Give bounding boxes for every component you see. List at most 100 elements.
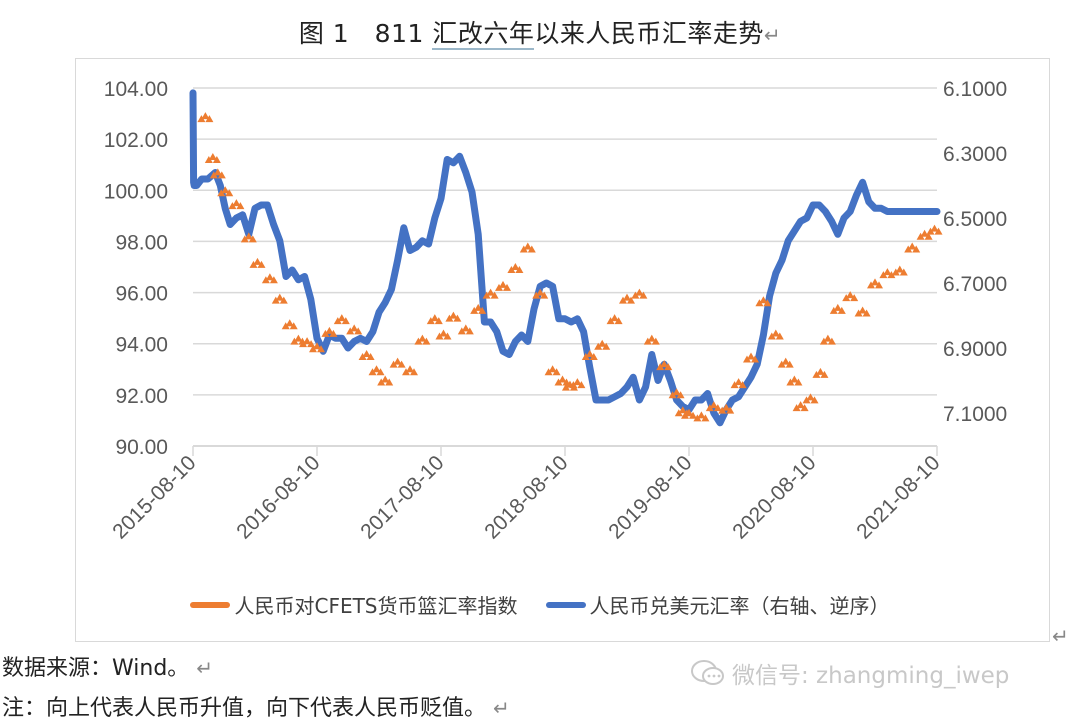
series-cfets-marker <box>819 337 828 345</box>
series-cfets-marker <box>552 368 561 376</box>
series-cfets-marker <box>381 375 390 383</box>
series-cfets-marker <box>812 370 821 378</box>
series-cfets-marker <box>871 278 879 286</box>
series-cfets-marker <box>598 339 607 347</box>
series-cfets-marker <box>253 257 262 265</box>
series-cfets-marker <box>397 360 406 368</box>
x-tick-label: 2018-08-10 <box>480 451 572 543</box>
series-cfets-marker <box>269 276 278 284</box>
series-cfets-marker <box>307 340 316 348</box>
series-cfets-marker <box>713 404 722 412</box>
footnote: 注：向上代表人民币升值，向下代表人民币贬值。 ↵ <box>2 690 510 722</box>
series-cfets-marker <box>389 360 398 368</box>
series-cfets-marker <box>581 352 590 360</box>
series-cfets-marker <box>647 334 656 342</box>
series-cfets-marker <box>827 337 836 345</box>
series-cfets-marker <box>385 378 394 386</box>
series-usdcny-line <box>189 89 941 427</box>
series-cfets-marker <box>240 235 249 243</box>
y-right-tick-label: 6.9000 <box>943 338 1007 361</box>
series-cfets-marker <box>523 242 532 250</box>
return-mark-icon: ↵ <box>196 656 214 680</box>
series-cfets-marker <box>858 306 867 314</box>
series-cfets-marker <box>796 401 805 409</box>
series-cfets-marker <box>249 260 258 268</box>
series-cfets-marker <box>341 317 350 325</box>
series-cfets-marker <box>610 314 619 322</box>
legend-item-cfets: 人民币对CFETS货币篮汇率指数 <box>190 590 518 619</box>
return-mark-icon: ↵ <box>763 23 782 47</box>
y-right-tick-label: 6.5000 <box>943 208 1007 231</box>
series-cfets-marker <box>418 334 427 342</box>
watermark-text: 微信号: zhangming_iwep <box>732 663 1010 689</box>
series-cfets-marker <box>299 340 308 348</box>
series-cfets-marker <box>426 317 435 325</box>
series-cfets-marker <box>544 368 553 376</box>
series-cfets-marker <box>430 314 439 322</box>
series-cfets-marker <box>722 403 731 411</box>
series-cfets-marker <box>406 365 414 373</box>
chart-frame <box>75 58 1050 642</box>
series-cfets-marker <box>350 324 359 332</box>
series-cfets-marker <box>589 352 598 360</box>
series-cfets-marker <box>532 291 541 299</box>
series-cfets-marker <box>930 224 939 232</box>
series-cfets-marker <box>854 309 863 317</box>
series-cfets-marker <box>660 360 669 368</box>
series-cfets-marker <box>743 355 751 363</box>
y-left-tick-label: 94.00 <box>115 334 168 357</box>
y-left-tick-label: 90.00 <box>115 436 168 459</box>
y-left-tick-label: 104.00 <box>104 78 168 101</box>
series-cfets-marker <box>790 375 799 383</box>
series-cfets-marker <box>519 245 528 253</box>
series-cfets-marker <box>674 409 683 417</box>
series-cfets-marker <box>281 322 290 330</box>
series-cfets-marker <box>515 266 524 273</box>
series-cfets-marker <box>453 314 462 322</box>
series-cfets-marker <box>806 393 815 401</box>
series-cfets-marker <box>693 414 702 422</box>
series-cfets-marker <box>470 306 479 314</box>
series-cfets-marker <box>393 357 402 365</box>
wechat-watermark: 微信号: zhangming_iwep <box>690 656 1009 690</box>
series-cfets-marker <box>569 381 578 389</box>
series-cfets-marker <box>486 288 495 296</box>
series-cfets-marker <box>829 306 838 314</box>
series-cfets-marker <box>651 337 660 345</box>
series-cfets-marker <box>402 368 410 376</box>
series-cfets-marker <box>767 332 776 340</box>
series-cfets-marker <box>507 266 516 273</box>
series-cfets-marker <box>887 271 896 279</box>
series-cfets-marker <box>271 296 280 304</box>
series-cfets-marker <box>777 360 786 368</box>
series-cfets-marker <box>781 357 790 365</box>
legend-label-cfets: 人民币对CFETS货币篮汇率指数 <box>234 594 518 618</box>
series-cfets-marker <box>705 404 714 412</box>
series-cfets-marker <box>837 306 846 314</box>
series-cfets-marker <box>656 363 665 371</box>
x-tick-label: 2021-08-10 <box>852 451 944 543</box>
x-tick-label: 2017-08-10 <box>356 451 448 543</box>
series-cfets-marker <box>495 283 503 291</box>
series-cfets-marker <box>503 283 511 291</box>
series-cfets-marker <box>257 260 266 268</box>
series-cfets-marker <box>891 268 900 276</box>
series-cfets-marker <box>372 365 381 373</box>
series-cfets-marker <box>490 291 499 299</box>
series-cfets-marker <box>289 322 298 330</box>
series-cfets-marker <box>920 229 929 237</box>
series-cfets-marker <box>201 112 210 120</box>
x-tick-label: 2015-08-10 <box>108 451 200 543</box>
series-cfets-marker <box>883 268 892 276</box>
series-cfets-marker <box>792 404 801 412</box>
series-cfets-marker <box>248 235 257 243</box>
series-cfets-marker <box>685 408 693 416</box>
series-cfets-marker <box>899 268 908 276</box>
series-cfets-marker <box>759 296 768 304</box>
series-cfets-marker <box>236 202 245 210</box>
legend-label-usdcny: 人民币兑美元汇率（右轴、逆序） <box>589 594 890 618</box>
chart-title: 图 1 811 汇改六年以来人民币汇率走势↵ <box>0 14 1080 50</box>
series-cfets-marker <box>197 115 206 123</box>
series-cfets-marker <box>771 329 780 337</box>
